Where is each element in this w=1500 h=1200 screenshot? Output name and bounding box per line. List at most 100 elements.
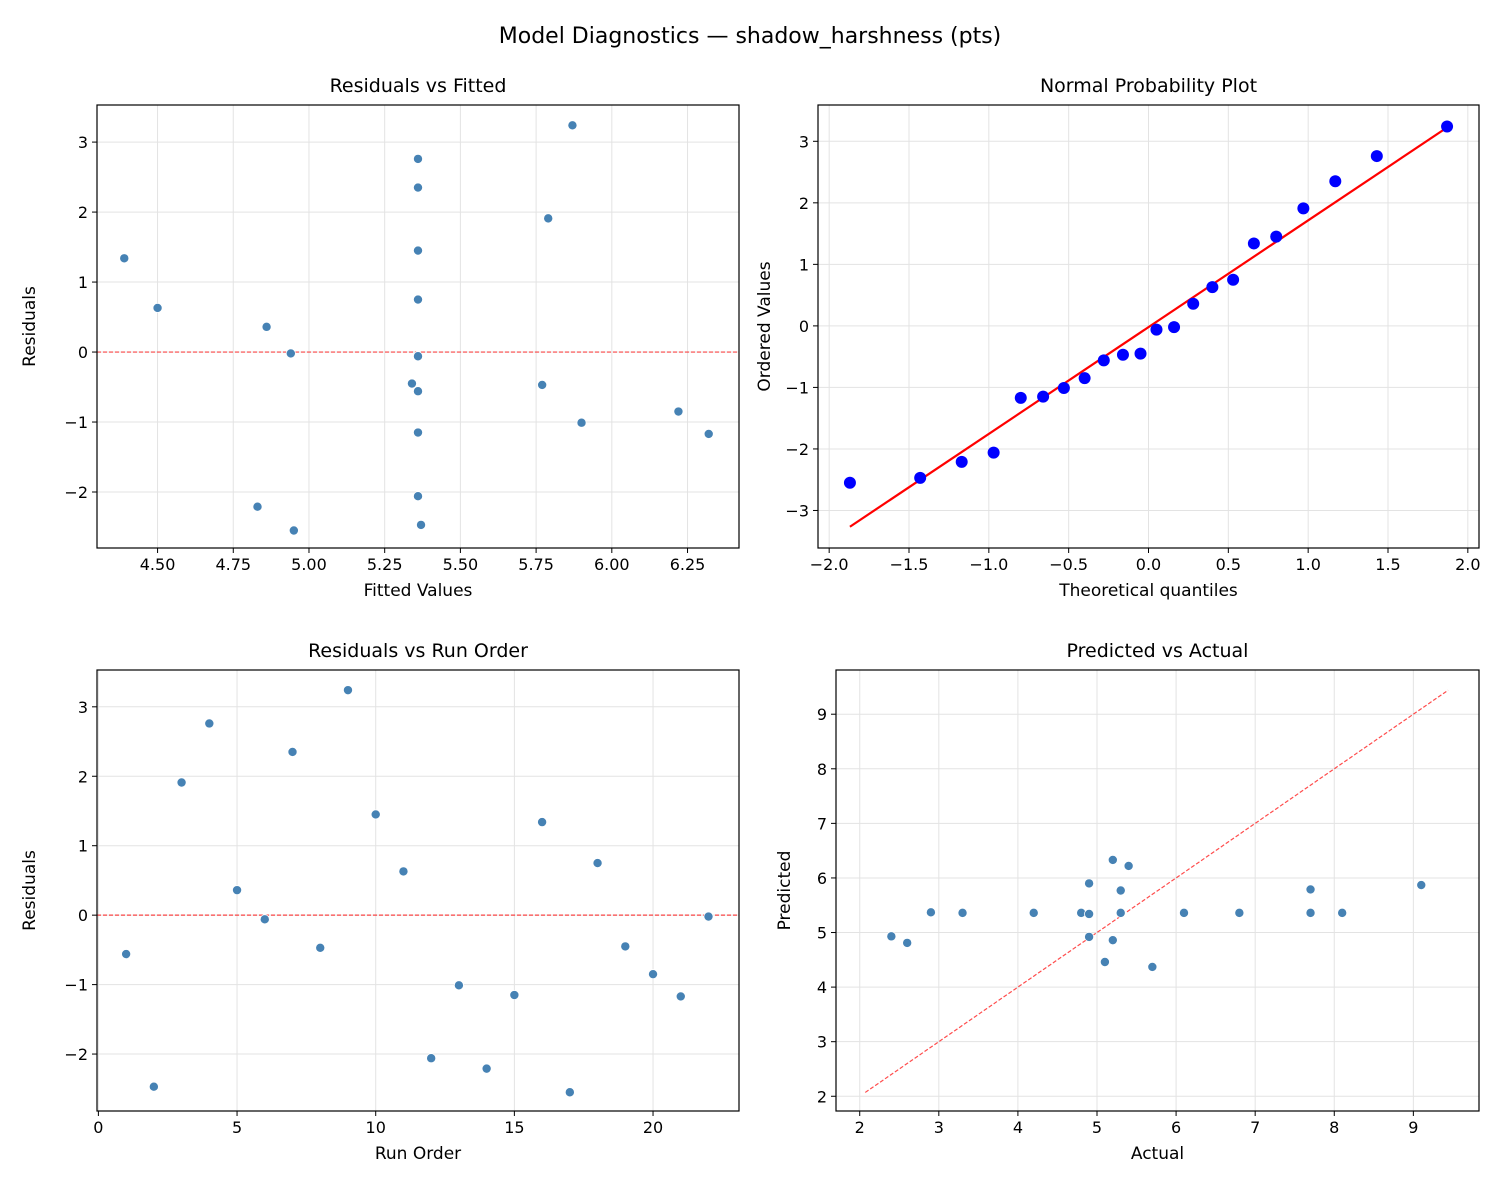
- axes-frame: [96, 669, 740, 1112]
- data-point: [902, 937, 913, 948]
- y-tick-label: 0: [78, 906, 88, 925]
- data-point: [1168, 321, 1181, 334]
- data-point: [543, 213, 554, 224]
- y-tick-label: 8: [817, 760, 827, 779]
- x-tick-label: 0: [93, 1118, 103, 1137]
- y-tick-label: 4: [817, 978, 827, 997]
- x-tick-label: 4: [1013, 1118, 1023, 1137]
- y-tick-label: 3: [799, 132, 809, 151]
- y-tick-label: 2: [817, 1087, 827, 1106]
- y-tick-label: 1: [78, 273, 88, 292]
- x-tick-label: −1.0: [969, 555, 1008, 574]
- data-point: [1123, 860, 1134, 871]
- subplot-title: Residuals vs Fitted: [330, 75, 507, 97]
- data-point: [537, 379, 548, 390]
- x-tick-label: 4.50: [140, 555, 176, 574]
- data-point: [148, 1081, 159, 1092]
- y-axis-label: Residuals: [20, 286, 40, 367]
- data-point: [1115, 907, 1126, 918]
- data-point: [955, 455, 968, 468]
- y-tick-label: 6: [817, 869, 827, 888]
- subplot-2: −2.0 −1.5 −1.0 −0.5 0.0 0.5 1.0 1.5 2.0 −3 −2 −1 0 1 2…: [755, 75, 1481, 601]
- data-point: [1178, 907, 1189, 918]
- x-tick-label: 1.0: [1295, 555, 1320, 574]
- x-tick-label: 0.5: [1216, 555, 1241, 574]
- data-point: [1099, 956, 1110, 967]
- data-point: [1028, 907, 1039, 918]
- x-tick-label: 6.00: [594, 555, 630, 574]
- data-point: [1441, 120, 1454, 133]
- subplot-4: 2 3 4 5 6 7 8 9 2 3 4 5 6 7 8 9 Predicted vs Actual Actua…: [775, 640, 1480, 1164]
- figure-suptitle: Model Diagnostics — shadow_harshness (pt…: [499, 24, 1002, 49]
- y-tick-label: 1: [799, 255, 809, 274]
- data-point: [121, 949, 132, 960]
- data-point: [412, 386, 423, 397]
- data-point: [481, 1063, 492, 1074]
- data-point: [412, 427, 423, 438]
- y-tick-label: −1: [64, 976, 88, 995]
- x-tick-label: 5.50: [443, 555, 479, 574]
- x-axis-label: Theoretical quantiles: [1058, 581, 1238, 601]
- data-point: [914, 471, 927, 484]
- subplot-title: Residuals vs Run Order: [308, 640, 528, 662]
- data-point: [1057, 382, 1070, 395]
- x-tick-label: 0.0: [1136, 555, 1161, 574]
- data-point: [1206, 281, 1219, 294]
- x-tick-label: 8: [1329, 1118, 1339, 1137]
- x-tick-label: 5.75: [518, 555, 554, 574]
- data-point: [1107, 935, 1118, 946]
- data-point: [398, 866, 409, 877]
- x-tick-label: 3: [934, 1118, 944, 1137]
- y-tick-label: 0: [78, 343, 88, 362]
- x-axis-label: Actual: [1131, 1144, 1184, 1164]
- data-point: [564, 1087, 575, 1098]
- data-point: [1305, 907, 1316, 918]
- y-tick-label: 5: [817, 924, 827, 943]
- data-point: [416, 519, 427, 530]
- identity-reference-line: [864, 689, 1449, 1093]
- data-point: [315, 942, 326, 953]
- x-tick-label: 5: [232, 1118, 242, 1137]
- data-point: [886, 931, 897, 942]
- x-tick-label: −2.0: [810, 555, 849, 574]
- data-point: [1107, 854, 1118, 865]
- x-tick-label: 7: [1250, 1118, 1260, 1137]
- data-point: [119, 253, 130, 264]
- data-point: [412, 182, 423, 193]
- data-point: [1116, 348, 1129, 361]
- x-axis-label: Run Order: [375, 1144, 461, 1164]
- x-tick-label: 10: [366, 1118, 386, 1137]
- x-axis-label: Fitted Values: [364, 581, 473, 601]
- data-point: [204, 718, 215, 729]
- data-point: [370, 809, 381, 820]
- y-tick-label: 9: [817, 705, 827, 724]
- data-point: [1014, 391, 1027, 404]
- y-tick-label: 3: [78, 133, 88, 152]
- axes-frame: [817, 104, 1480, 549]
- data-point: [592, 858, 603, 869]
- subplot-title: Predicted vs Actual: [1067, 640, 1249, 662]
- y-tick-label: −3: [785, 501, 809, 520]
- data-point: [1115, 885, 1126, 896]
- y-tick-label: 2: [78, 767, 88, 786]
- data-point: [957, 907, 968, 918]
- subplot-3: 0 5 10 15 20 −2 −1 0 1 2 3 Residuals vs Run Order Ru…: [20, 640, 740, 1164]
- data-point: [509, 990, 520, 1001]
- data-point: [567, 120, 578, 131]
- data-point: [1297, 202, 1310, 215]
- y-tick-label: 0: [799, 317, 809, 336]
- y-tick-label: −2: [785, 440, 809, 459]
- data-point: [1084, 908, 1095, 919]
- x-tick-label: 2.0: [1455, 555, 1480, 574]
- y-tick-label: 1: [78, 837, 88, 856]
- data-point: [426, 1053, 437, 1064]
- data-point: [843, 476, 856, 489]
- data-point: [1305, 884, 1316, 895]
- data-point: [648, 969, 659, 980]
- y-axis-label: Residuals: [20, 850, 40, 931]
- data-point: [1134, 347, 1147, 360]
- axes-frame: [835, 669, 1480, 1112]
- data-point: [412, 153, 423, 164]
- data-point: [406, 378, 417, 389]
